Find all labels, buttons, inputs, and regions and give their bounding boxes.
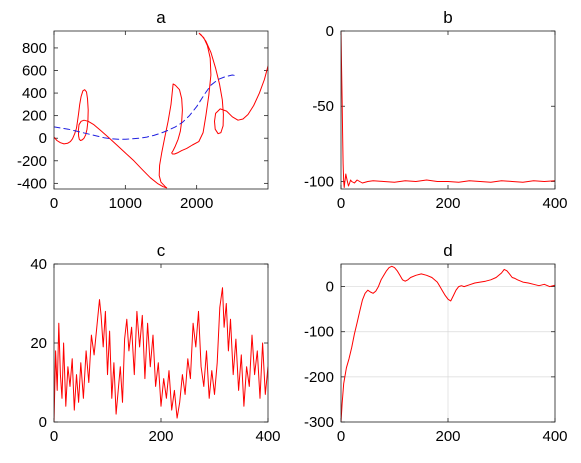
x-tick-label: 400	[255, 428, 280, 445]
x-tick-label: 0	[50, 428, 58, 445]
x-tick-label: 0	[50, 195, 58, 212]
panel-title: a	[156, 8, 166, 27]
series-line-blue	[54, 74, 237, 140]
x-tick-label: 200	[435, 428, 460, 445]
panel-c: c 0 200 400 0 20 40	[30, 241, 280, 445]
series-line-red	[54, 287, 268, 422]
x-tick-label: 200	[148, 428, 173, 445]
y-tick-label: -200	[304, 369, 334, 386]
y-tick-label: 0	[326, 23, 334, 40]
y-tick-label: 0	[326, 279, 334, 296]
x-tick-label: 200	[435, 195, 460, 212]
panel-d: d 0 200 400 -300 -200 -100 0	[304, 241, 568, 445]
y-tick-label: 600	[22, 63, 47, 80]
axes-frame	[340, 263, 556, 423]
panel-b: b 0 200 400 0 -50 -100	[304, 8, 568, 212]
y-tick-label: 0	[39, 130, 47, 147]
panel-title: d	[443, 241, 452, 260]
y-tick-label: -300	[304, 414, 334, 431]
y-tick-label: 400	[22, 85, 47, 102]
y-tick-label: 40	[30, 256, 47, 273]
x-tick-label: 1000	[109, 195, 142, 212]
y-tick-label: 20	[30, 335, 47, 352]
series-line-red	[341, 265, 555, 422]
y-tick-label: 200	[22, 108, 47, 125]
axes-frame	[53, 30, 269, 190]
series-line-red	[54, 32, 268, 189]
y-tick-label: -400	[17, 175, 47, 192]
y-tick-label: 0	[39, 414, 47, 431]
x-tick-label: 0	[337, 428, 345, 445]
y-tick-label: -100	[304, 173, 334, 190]
axes-frame	[340, 30, 556, 190]
series-line-red	[341, 31, 555, 188]
x-tick-label: 0	[337, 195, 345, 212]
panel-title: b	[443, 8, 452, 27]
axes-frame	[53, 263, 269, 423]
y-tick-label: -200	[17, 153, 47, 170]
y-tick-label: -50	[312, 98, 334, 115]
x-tick-label: 400	[542, 428, 567, 445]
y-tick-label: 800	[22, 40, 47, 57]
y-tick-label: -100	[304, 324, 334, 341]
x-tick-label: 400	[542, 195, 567, 212]
x-tick-label: 2000	[180, 195, 213, 212]
panel-title: c	[157, 241, 166, 260]
panel-a: a 0 1000 2000 -400 -200 0 200 400 600 800	[17, 8, 269, 212]
